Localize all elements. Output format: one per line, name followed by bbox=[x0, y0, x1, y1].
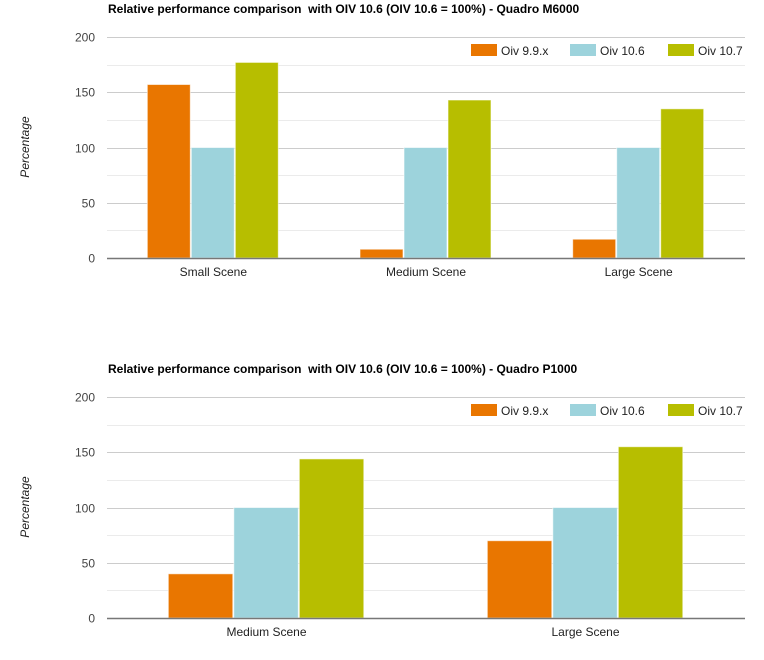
y-tick-label: 150 bbox=[75, 86, 95, 100]
bar-oiv-10-6-medium-scene[interactable] bbox=[233, 507, 299, 619]
legend-item[interactable]: Oiv 9.9.x bbox=[471, 404, 548, 418]
legend-label: Oiv 9.9.x bbox=[501, 404, 548, 418]
y-tick-label: 150 bbox=[75, 446, 95, 460]
legend: Oiv 9.9.x Oiv 10.6 Oiv 10.7 bbox=[471, 44, 743, 58]
chart-svg: Relative performance comparison with OIV… bbox=[18, 362, 745, 639]
bar-oiv-10-7-large-scene[interactable] bbox=[617, 446, 684, 619]
chart-quadro-m6000: Relative performance comparison with OIV… bbox=[0, 0, 764, 300]
bar-oiv-9-9-x-medium-scene[interactable] bbox=[167, 573, 234, 619]
bar-oiv-10-6-large-scene[interactable] bbox=[552, 507, 618, 619]
y-tick-label: 50 bbox=[82, 557, 96, 571]
legend-label: Oiv 10.6 bbox=[600, 404, 645, 418]
legend-item[interactable]: Oiv 9.9.x bbox=[471, 44, 548, 58]
legend-label: Oiv 9.9.x bbox=[501, 44, 548, 58]
chart-svg: Relative performance comparison with OIV… bbox=[18, 2, 745, 279]
chart-quadro-p1000: Relative performance comparison with OIV… bbox=[0, 360, 764, 660]
y-tick-label: 100 bbox=[75, 502, 95, 516]
x-category-label: Large Scene bbox=[605, 265, 673, 279]
legend-item[interactable]: Oiv 10.6 bbox=[570, 44, 645, 58]
legend-label: Oiv 10.6 bbox=[600, 44, 645, 58]
bar-oiv-10-6-medium-scene[interactable] bbox=[403, 147, 448, 259]
bar-oiv-9-9-x-large-scene[interactable] bbox=[572, 238, 617, 259]
legend-swatch bbox=[471, 404, 497, 416]
legend-item[interactable]: Oiv 10.6 bbox=[570, 404, 645, 418]
bar-oiv-10-7-small-scene[interactable] bbox=[234, 61, 279, 259]
legend: Oiv 9.9.x Oiv 10.6 Oiv 10.7 bbox=[471, 404, 743, 418]
x-category-label: Small Scene bbox=[180, 265, 248, 279]
legend-label: Oiv 10.7 bbox=[698, 44, 743, 58]
legend-item[interactable]: Oiv 10.7 bbox=[668, 404, 743, 418]
legend-swatch bbox=[668, 44, 694, 56]
bar-oiv-9-9-x-large-scene[interactable] bbox=[486, 540, 553, 619]
bar-oiv-10-7-medium-scene[interactable] bbox=[447, 99, 492, 259]
bar-oiv-9-9-x-medium-scene[interactable] bbox=[359, 248, 404, 259]
chart-title: Relative performance comparison with OIV… bbox=[108, 362, 578, 376]
bar-oiv-10-6-small-scene[interactable] bbox=[190, 147, 235, 259]
legend-item[interactable]: Oiv 10.7 bbox=[668, 44, 743, 58]
bar-oiv-9-9-x-small-scene[interactable] bbox=[146, 84, 191, 259]
y-axis-label: Percentage bbox=[18, 116, 32, 178]
y-tick-label: 200 bbox=[75, 391, 95, 405]
legend-swatch bbox=[570, 44, 596, 56]
y-tick-label: 200 bbox=[75, 31, 95, 45]
x-category-label: Medium Scene bbox=[386, 265, 466, 279]
y-axis-label: Percentage bbox=[18, 476, 32, 538]
bar-oiv-10-7-large-scene[interactable] bbox=[660, 108, 705, 259]
chart-title: Relative performance comparison with OIV… bbox=[108, 2, 579, 16]
y-tick-label: 0 bbox=[88, 252, 95, 266]
legend-swatch bbox=[471, 44, 497, 56]
legend-label: Oiv 10.7 bbox=[698, 404, 743, 418]
x-category-label: Medium Scene bbox=[226, 625, 306, 639]
y-tick-label: 0 bbox=[88, 612, 95, 626]
y-tick-label: 100 bbox=[75, 142, 95, 156]
legend-swatch bbox=[668, 404, 694, 416]
x-category-label: Large Scene bbox=[551, 625, 619, 639]
bar-oiv-10-6-large-scene[interactable] bbox=[616, 147, 661, 259]
bar-oiv-10-7-medium-scene[interactable] bbox=[298, 458, 365, 619]
legend-swatch bbox=[570, 404, 596, 416]
y-tick-label: 50 bbox=[82, 197, 96, 211]
